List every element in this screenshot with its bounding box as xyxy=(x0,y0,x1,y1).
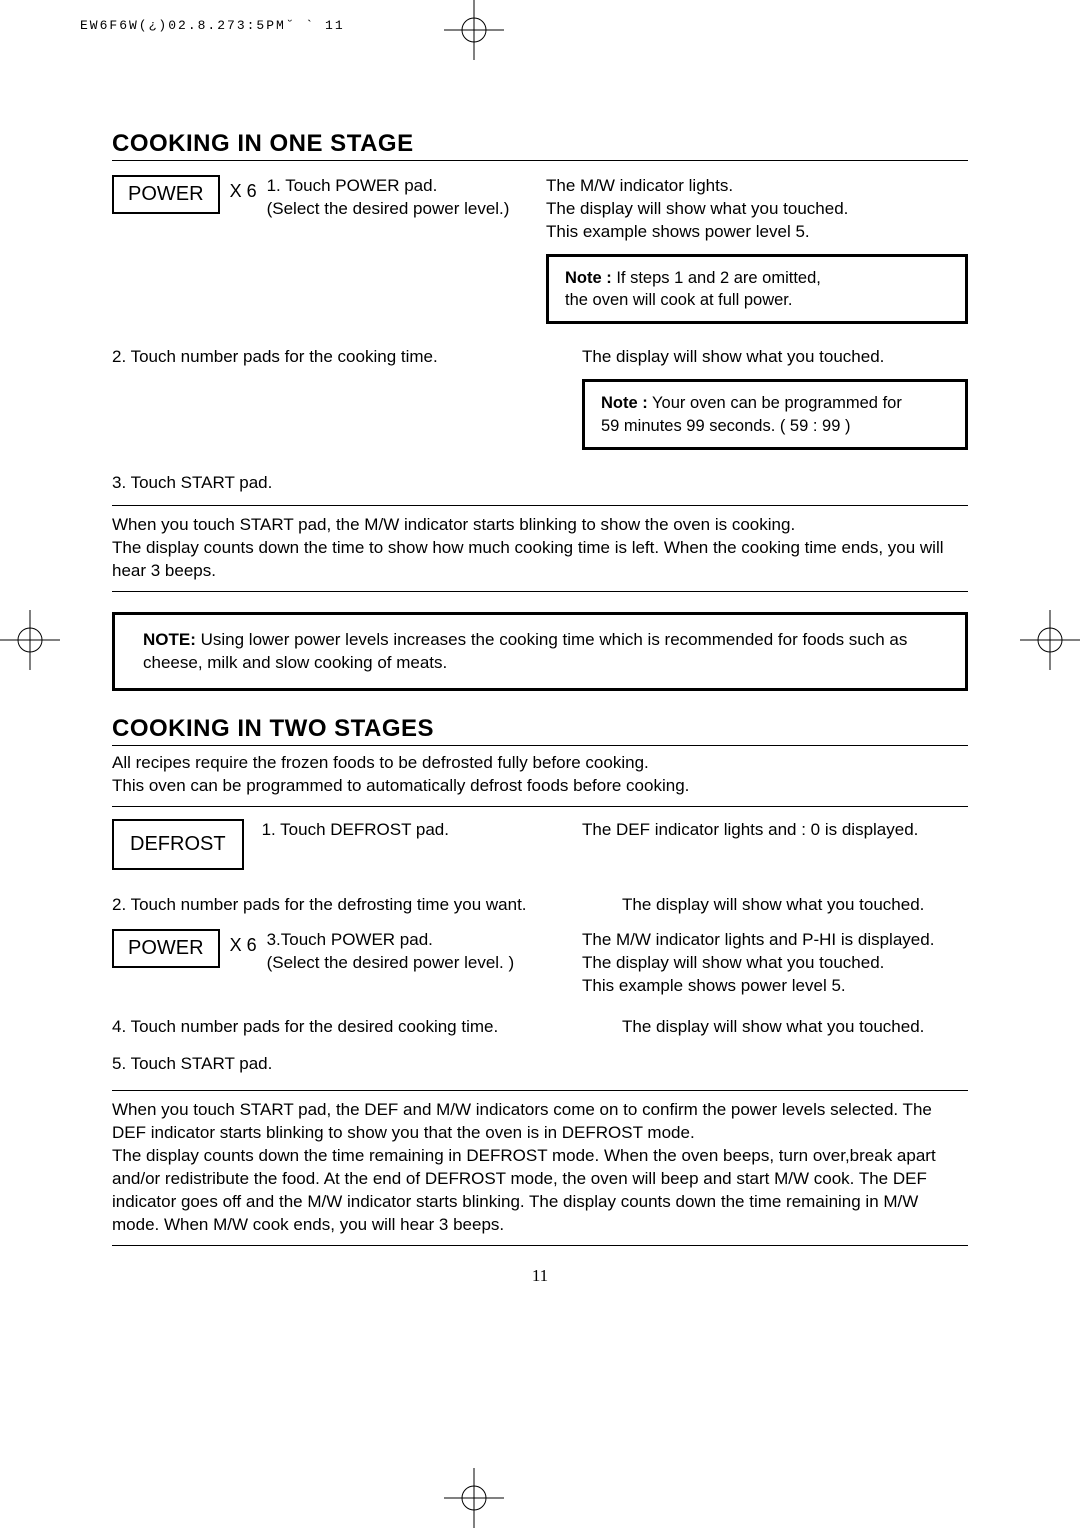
s1-step2-left: 2. Touch number pads for the cooking tim… xyxy=(112,346,542,449)
s2-step4-left: 4. Touch number pads for the desired coo… xyxy=(112,1016,582,1039)
power-button-box: POWER xyxy=(112,175,220,214)
s1-step1-row: POWER X 6 1. Touch POWER pad. (Select th… xyxy=(112,175,968,324)
crop-mark-bottom xyxy=(444,1468,504,1528)
divider xyxy=(112,591,968,592)
s2-step2-right: The display will show what you touched. xyxy=(622,894,968,917)
s2-step1-left: 1. Touch DEFROST pad. xyxy=(262,819,449,842)
header-print-info: EW6F6W(¿)02.8.273:5PM˘ ` 11 xyxy=(80,18,345,33)
divider xyxy=(112,505,968,506)
s2-intro: All recipes require the frozen foods to … xyxy=(112,752,968,798)
s2-step1-right: The DEF indicator lights and : 0 is disp… xyxy=(582,819,968,870)
crop-mark-right xyxy=(1020,610,1080,670)
section1-title: COOKING IN ONE STAGE xyxy=(112,130,968,161)
s2-step3-right: The M/W indicator lights and P-HI is dis… xyxy=(582,929,968,998)
x6-label: X 6 xyxy=(230,175,257,202)
s2-step2-left: 2. Touch number pads for the defrosting … xyxy=(112,894,582,917)
s1-step1-left: 1. Touch POWER pad. (Select the desired … xyxy=(267,175,510,221)
note-label: Note : xyxy=(565,269,612,287)
divider xyxy=(112,1090,968,1091)
s1-note1-box: Note : If steps 1 and 2 are omitted, the… xyxy=(546,254,968,325)
defrost-button-box: DEFROST xyxy=(112,819,244,870)
divider xyxy=(112,806,968,807)
s1-step2-row: 2. Touch number pads for the cooking tim… xyxy=(112,346,968,449)
crop-mark-left xyxy=(0,610,60,670)
s2-step5: 5. Touch START pad. xyxy=(112,1053,968,1076)
note-label: Note : xyxy=(601,394,648,412)
page-number: 11 xyxy=(112,1266,968,1286)
s1-big-note: NOTE: Using lower power levels increases… xyxy=(112,612,968,692)
divider xyxy=(112,1245,968,1246)
power-button-box-2: POWER xyxy=(112,929,220,968)
s2-step4-right: The display will show what you touched. xyxy=(622,1016,968,1039)
page-content: COOKING IN ONE STAGE POWER X 6 1. Touch … xyxy=(112,130,968,1286)
s2-step3-left: 3.Touch POWER pad. (Select the desired p… xyxy=(267,929,515,975)
s1-post-text: When you touch START pad, the M/W indica… xyxy=(112,514,968,583)
s2-post-text: When you touch START pad, the DEF and M/… xyxy=(112,1099,968,1237)
s1-step3: 3. Touch START pad. xyxy=(112,472,968,495)
s2-step2-row: 2. Touch number pads for the defrosting … xyxy=(112,894,968,917)
crop-mark-top xyxy=(444,0,504,60)
s1-step1-right: The M/W indicator lights. The display wi… xyxy=(546,175,968,244)
s1-note2-box: Note : Your oven can be programmed for 5… xyxy=(582,379,968,450)
s1-step2-right: The display will show what you touched. xyxy=(582,346,968,369)
s2-step1-row: DEFROST 1. Touch DEFROST pad. The DEF in… xyxy=(112,819,968,870)
note-text: Using lower power levels increases the c… xyxy=(143,630,907,672)
s2-step3-row: POWER X 6 3.Touch POWER pad. (Select the… xyxy=(112,929,968,998)
note-label: NOTE: xyxy=(143,630,196,649)
section2-title: COOKING IN TWO STAGES xyxy=(112,715,968,746)
s2-step4-row: 4. Touch number pads for the desired coo… xyxy=(112,1016,968,1039)
x6-label-2: X 6 xyxy=(230,929,257,956)
